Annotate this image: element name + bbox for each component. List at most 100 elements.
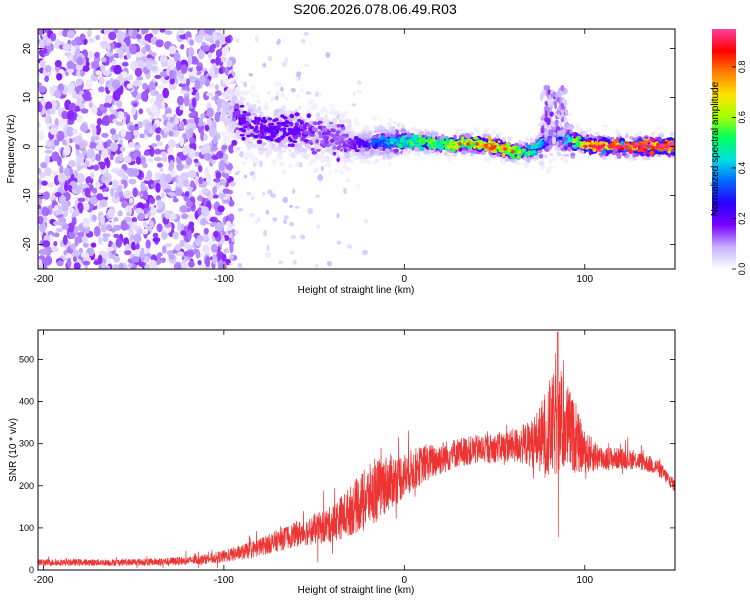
heatmap-cell: [164, 30, 173, 35]
heatmap-cell: [136, 33, 142, 40]
heatmap-cell: [576, 135, 582, 140]
heatmap-cell: [142, 221, 148, 228]
heatmap-cell: [212, 253, 218, 265]
heatmap-cell: [227, 225, 233, 231]
heatmap-cell: [283, 215, 289, 220]
heatmap-cell: [79, 33, 86, 41]
heatmap-cell: [231, 83, 237, 87]
heatmap-cell: [126, 114, 131, 123]
heatmap-cell: [179, 239, 185, 247]
heatmap-cell: [156, 199, 164, 210]
heatmap-cell: [203, 232, 209, 241]
heatmap-cell: [267, 127, 273, 132]
heatmap-cell: [599, 144, 604, 149]
heatmap-cell: [676, 138, 680, 143]
heatmap-cell: [127, 263, 133, 268]
heatmap-cell: [317, 120, 323, 124]
heatmap-cell: [111, 167, 120, 173]
heatmap-cell: [71, 220, 76, 227]
heatmap-cell: [504, 156, 509, 163]
heatmap-cell: [90, 242, 97, 248]
heatmap-cell: [49, 128, 59, 135]
heatmap-cell: [229, 91, 236, 96]
heatmap-cell: [547, 98, 551, 105]
heatmap-cell: [349, 160, 354, 164]
heatmap-cell: [176, 162, 184, 171]
heatmap-cell: [159, 29, 166, 33]
heatmap-cell: [388, 138, 394, 142]
heatmap-cell: [186, 119, 195, 124]
heatmap-cell: [634, 132, 640, 137]
heatmap-cell: [343, 148, 348, 153]
heatmap-cell: [540, 141, 544, 145]
heatmap-cell: [204, 152, 212, 161]
heatmap-cell: [572, 132, 576, 137]
heatmap-cell: [246, 101, 250, 107]
heatmap-cell: [230, 223, 236, 227]
heatmap-cell: [160, 257, 166, 263]
heatmap-cell: [332, 110, 339, 116]
heatmap-cell: [276, 82, 282, 86]
heatmap-cell: [676, 143, 681, 148]
heatmap-cell: [52, 221, 61, 226]
heatmap-y-tick-label: 20: [22, 43, 33, 55]
heatmap-cell: [548, 158, 553, 164]
heatmap-cell: [476, 151, 481, 155]
heatmap-cell: [151, 29, 159, 35]
heatmap-cell: [538, 160, 545, 167]
heatmap-cell: [663, 140, 668, 144]
heatmap-cell: [501, 152, 506, 158]
heatmap-cell: [38, 85, 47, 93]
heatmap-cell: [82, 217, 90, 229]
heatmap-cell: [268, 142, 273, 148]
heatmap-cell: [332, 145, 337, 150]
heatmap-cell: [556, 109, 561, 115]
heatmap-cell: [144, 33, 151, 42]
heatmap-cell: [126, 83, 133, 89]
heatmap-cell: [248, 73, 253, 77]
heatmap-cell: [570, 155, 576, 159]
heatmap-cell: [320, 165, 324, 172]
heatmap-cell: [404, 139, 408, 144]
heatmap-cell: [120, 128, 127, 138]
heatmap-cell: [203, 34, 212, 40]
heatmap-cell: [667, 150, 672, 154]
heatmap-cell: [171, 129, 180, 138]
heatmap-cell: [278, 260, 283, 265]
heatmap-cell: [225, 36, 231, 44]
heatmap-cell: [516, 155, 522, 160]
heatmap-cell: [236, 170, 241, 174]
heatmap-cell: [119, 197, 126, 202]
heatmap-cell: [331, 123, 338, 129]
heatmap-cell: [458, 142, 462, 146]
heatmap-cell: [611, 140, 617, 144]
heatmap-cell: [307, 108, 311, 113]
heatmap-cell: [213, 230, 219, 238]
heatmap-cell: [82, 242, 89, 248]
heatmap-cell: [177, 95, 184, 106]
heatmap-cell: [420, 139, 426, 145]
heatmap-cell: [267, 117, 272, 121]
heatmap-cell: [112, 79, 121, 90]
heatmap-cell: [427, 148, 432, 153]
heatmap-cell: [410, 126, 416, 133]
heatmap-cell: [230, 253, 234, 260]
heatmap-cell: [45, 64, 52, 73]
heatmap-cell: [464, 132, 471, 139]
heatmap-cell: [156, 141, 163, 147]
heatmap-cell: [209, 66, 215, 77]
heatmap-cell: [554, 101, 558, 110]
heatmap-cell: [615, 144, 621, 149]
heatmap-cell: [558, 141, 563, 146]
heatmap-cell: [521, 141, 525, 146]
heatmap-cell: [123, 190, 132, 199]
heatmap-cell: [46, 141, 53, 148]
heatmap-cell: [111, 60, 118, 66]
heatmap-cell: [562, 136, 568, 142]
heatmap-cell: [291, 188, 296, 194]
heatmap-cell: [539, 121, 544, 126]
heatmap-cell: [546, 117, 551, 126]
colorbar-tick-label: 0.0: [737, 263, 747, 276]
heatmap-cell: [306, 113, 312, 118]
heatmap-cell: [460, 136, 465, 141]
